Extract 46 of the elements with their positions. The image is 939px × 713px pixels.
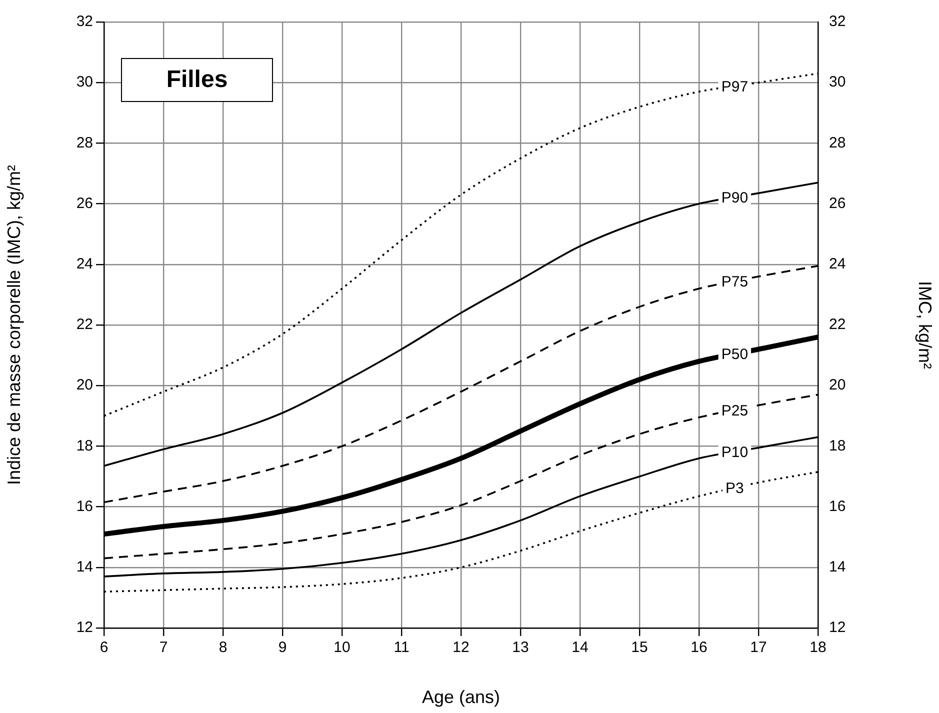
x-tick-label: 16 — [690, 639, 708, 656]
x-tick-label: 18 — [810, 639, 826, 656]
y-tick-label: 26 — [76, 194, 93, 212]
x-tick-label: 8 — [218, 639, 228, 656]
series-label: P75 — [721, 274, 748, 291]
y2-tick-label: 20 — [829, 376, 846, 394]
y2-tick-label: 12 — [829, 619, 846, 636]
x-axis-title: Age (ans) — [422, 687, 500, 708]
y-tick-label: 32 — [76, 13, 93, 30]
x-tick-label: 14 — [572, 639, 588, 656]
x-tick-label: 11 — [394, 639, 410, 656]
x-tick-label: 6 — [100, 639, 108, 656]
x-tick-label: 17 — [750, 639, 767, 656]
y-tick-label: 28 — [76, 134, 93, 152]
y2-tick-label: 24 — [829, 256, 846, 273]
y-tick-label: 24 — [76, 256, 93, 273]
x-tick-label: 12 — [452, 639, 470, 656]
x-tick-label: 7 — [159, 639, 168, 656]
y-axis-title: Indice de masse corporelle (IMC), kg/m² — [4, 164, 24, 486]
y2-axis-title: IMC, kg/m² — [915, 281, 936, 369]
y2-tick-label: 32 — [829, 13, 846, 30]
x-tick-label: 15 — [631, 639, 648, 656]
y-tick-label: 20 — [76, 376, 93, 394]
y2-tick-label: 16 — [829, 498, 846, 515]
y2-tick-label: 22 — [829, 316, 846, 334]
series-label: P3 — [726, 480, 744, 498]
series-label: P10 — [721, 444, 748, 462]
x-tick-label: 9 — [278, 639, 287, 656]
y-tick-label: 22 — [76, 316, 93, 334]
y2-tick-label: 18 — [829, 437, 846, 454]
y-tick-label: 16 — [76, 498, 93, 515]
x-tick-label: 13 — [512, 639, 529, 656]
series-label: P97 — [721, 78, 748, 96]
y2-tick-label: 26 — [829, 194, 846, 212]
y-tick-label: 18 — [76, 437, 93, 454]
x-tick-label: 10 — [334, 639, 350, 656]
series-label: P50 — [721, 346, 748, 364]
text: Filles — [166, 66, 228, 94]
y-tick-label: 12 — [76, 619, 93, 636]
y2-tick-label: 14 — [829, 558, 846, 576]
series-label: P25 — [721, 402, 748, 420]
y2-tick-label: 28 — [829, 134, 846, 152]
y2-tick-label: 30 — [829, 74, 846, 91]
series-label: P90 — [721, 190, 748, 207]
y-tick-label: 14 — [76, 558, 93, 576]
y-tick-label: 30 — [76, 74, 93, 91]
